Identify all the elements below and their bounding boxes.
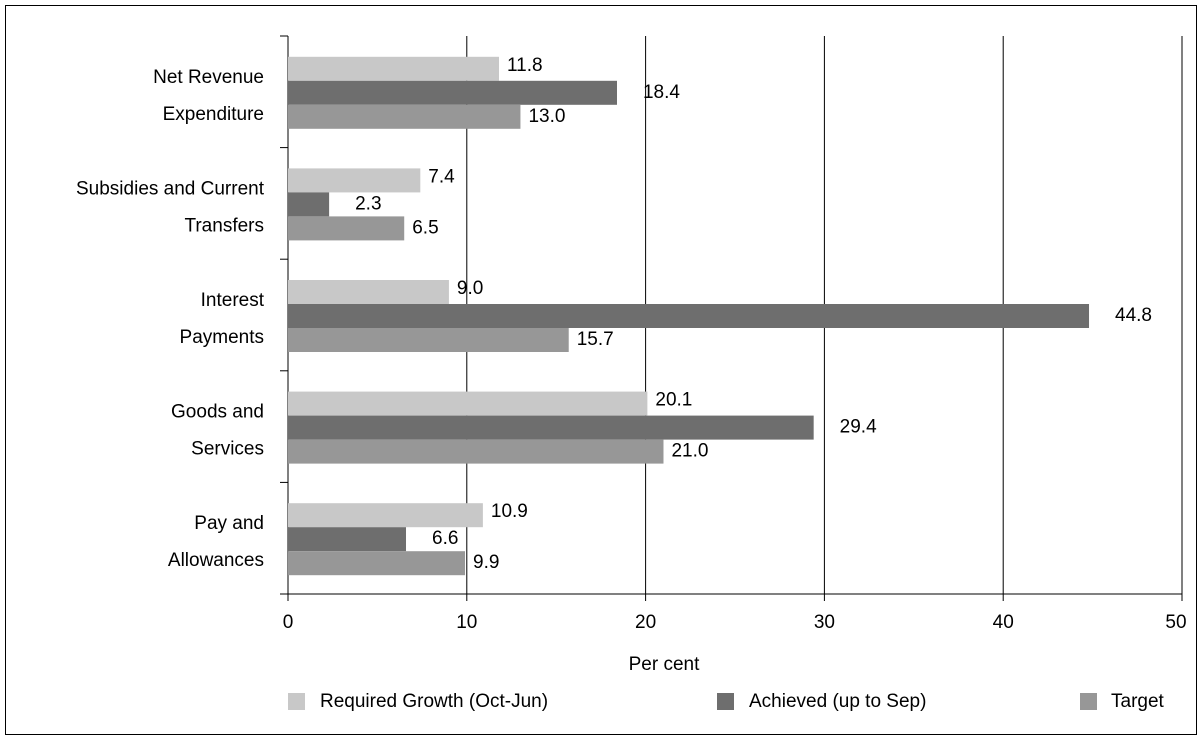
data-label: 2.3 (355, 193, 381, 214)
category-label: Services (191, 439, 264, 460)
data-label: 6.6 (432, 528, 458, 549)
category-label: Pay and (194, 513, 264, 534)
data-label: 15.7 (577, 329, 614, 350)
x-tick-label: 10 (456, 612, 477, 633)
x-tick-label: 20 (635, 612, 656, 633)
legend-label: Required Growth (Oct-Jun) (320, 691, 548, 712)
bar (288, 391, 648, 416)
bar (288, 439, 664, 464)
data-label: 18.4 (643, 82, 680, 103)
x-tick-label: 30 (814, 612, 835, 633)
x-tick-label: 0 (283, 612, 294, 633)
bar (288, 551, 466, 576)
category-label: Net Revenue (153, 67, 264, 88)
bar (288, 168, 421, 193)
category-label: Subsidies and Current (76, 178, 265, 199)
data-label: 20.1 (655, 390, 692, 411)
x-tick-label: 40 (993, 612, 1014, 633)
data-label: 6.5 (412, 217, 438, 238)
category-label: Payments (180, 327, 264, 348)
data-label: 9.9 (473, 552, 499, 573)
legend-label: Target (1111, 691, 1165, 712)
category-label: Interest (201, 290, 265, 311)
legend-swatch (288, 693, 305, 710)
bar (288, 80, 617, 105)
bar (288, 503, 483, 528)
data-label: 7.4 (428, 166, 455, 187)
data-label: 11.8 (507, 55, 543, 76)
data-label: 9.0 (457, 278, 483, 299)
chart-frame: Net Revenue Expenditure 11.8 18.4 13.0 Subsid… (5, 5, 1197, 735)
x-axis-label: Per cent (629, 654, 700, 675)
data-label: 21.0 (671, 441, 708, 462)
legend-swatch (1080, 693, 1097, 710)
category-label: Transfers (184, 215, 264, 236)
bar (288, 216, 405, 241)
bar-chart: Net Revenue Expenditure 11.8 18.4 13.0 Subsid… (76, 35, 1187, 712)
bar (288, 104, 521, 129)
bar (288, 415, 814, 440)
bar (288, 56, 499, 81)
legend-label: Achieved (up to Sep) (749, 691, 926, 712)
bar (288, 192, 330, 217)
bar (288, 527, 407, 552)
category-label: Expenditure (163, 104, 264, 125)
data-label: 44.8 (1115, 305, 1152, 326)
bar (288, 304, 1090, 328)
legend-swatch (717, 693, 734, 710)
data-label: 29.4 (840, 417, 877, 438)
data-label: 10.9 (491, 501, 528, 522)
category-label: Allowances (168, 550, 264, 571)
data-label: 13.0 (528, 106, 565, 127)
x-tick-label: 50 (1165, 612, 1186, 633)
bar (288, 280, 449, 304)
category-label: Goods and (171, 402, 264, 423)
bar (288, 328, 569, 352)
